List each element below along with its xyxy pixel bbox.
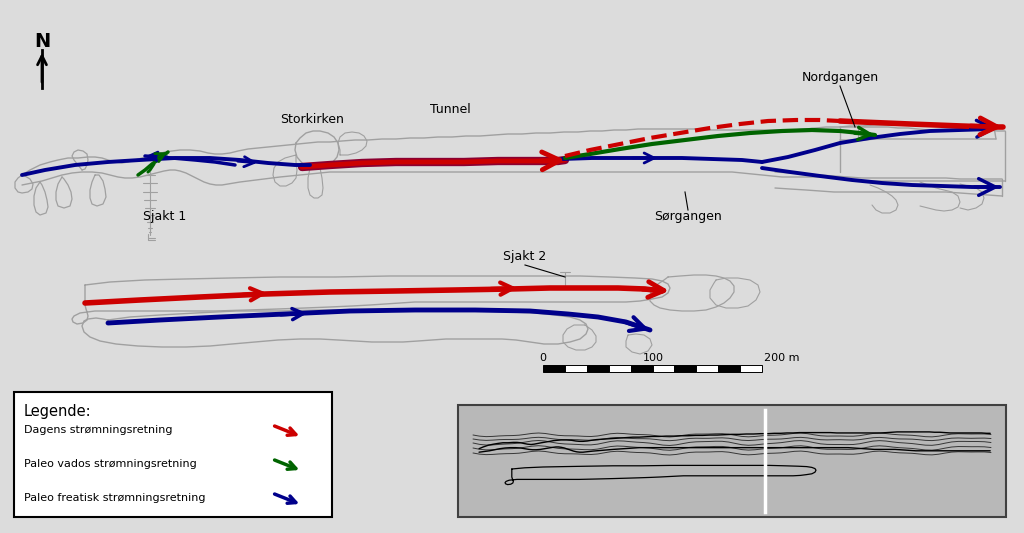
Bar	[14, 392, 332, 517]
Bar	[543, 365, 565, 372]
Text: 0: 0	[540, 353, 547, 363]
Bar	[458, 405, 1006, 517]
Bar	[740, 365, 762, 372]
Text: Sørgangen: Sørgangen	[654, 210, 722, 223]
Text: Paleo freatisk strømningsretning: Paleo freatisk strømningsretning	[24, 493, 206, 503]
Text: 100: 100	[642, 353, 664, 363]
Text: N: N	[34, 32, 50, 51]
Text: Sjakt 1: Sjakt 1	[143, 210, 186, 223]
Text: Dagens strømningsretning: Dagens strømningsretning	[24, 425, 172, 435]
Bar	[587, 365, 608, 372]
Text: Tunnel: Tunnel	[430, 103, 470, 116]
Bar	[718, 365, 740, 372]
Text: Legende:: Legende:	[24, 404, 91, 419]
Bar	[675, 365, 696, 372]
Bar	[608, 365, 631, 372]
Bar	[696, 365, 718, 372]
Bar	[652, 365, 675, 372]
Text: Sjakt 2: Sjakt 2	[504, 250, 547, 263]
Text: Nordgangen: Nordgangen	[802, 71, 879, 84]
Text: Paleo vados strømningsretning: Paleo vados strømningsretning	[24, 459, 197, 469]
Bar	[631, 365, 652, 372]
Bar	[565, 365, 587, 372]
Text: 200 m: 200 m	[764, 353, 800, 363]
Text: Storkirken: Storkirken	[280, 113, 344, 126]
